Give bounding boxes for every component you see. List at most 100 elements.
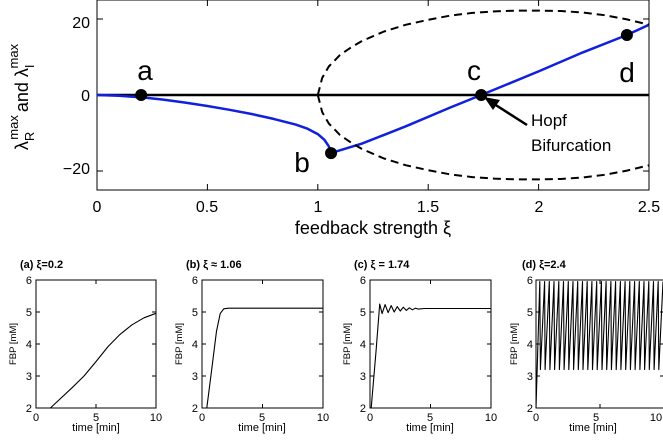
point-label-d: d <box>619 57 635 88</box>
panel-a-xtick-10: 10 <box>150 412 162 424</box>
panel-c-ytick-5: 5 <box>360 307 366 319</box>
panel-c-ylabel: FBP [mM] <box>342 323 353 365</box>
panel-c-frame <box>369 279 492 409</box>
panel-b: (b) ξ ≈ 1.06 FBP [mM] time [min] 2 3 4 5… <box>174 259 329 434</box>
panel-b-ytick-5: 5 <box>192 307 198 319</box>
top-ylabel-sup-r: max <box>6 115 21 140</box>
top-xtick-1: 1 <box>314 199 323 216</box>
panel-b-ytick-3: 3 <box>192 371 198 383</box>
panel-a-xtick-5: 5 <box>93 412 99 424</box>
panel-b-xtick-10: 10 <box>317 412 329 424</box>
panel-a-title: (a) ξ=0.2 <box>20 259 63 271</box>
top-ytick-0: 0 <box>81 88 90 105</box>
panel-a-title-value: =0.2 <box>41 259 63 271</box>
panel-a-ytick-4: 4 <box>26 339 32 351</box>
panel-b-ytick-2: 2 <box>192 403 198 415</box>
panel-b-marks <box>201 279 324 409</box>
top-xtick-1.5: 1.5 <box>417 199 439 216</box>
panel-d-ytick-3: 3 <box>527 371 533 383</box>
panel-d-marks <box>535 279 663 409</box>
panel-d-xtick-0: 0 <box>533 412 539 424</box>
point-label-c: c <box>467 55 481 86</box>
top-xtick-0.5: 0.5 <box>196 199 218 216</box>
top-ylabel-and: and λ <box>12 68 32 112</box>
panel-series-line <box>370 303 491 409</box>
point-marker-a <box>135 89 148 101</box>
panel-c-ytick-3: 3 <box>360 371 366 383</box>
top-xtick-2: 2 <box>535 199 544 216</box>
panel-d-ytick-4: 4 <box>527 339 533 351</box>
panel-c-ytick-6: 6 <box>360 275 366 287</box>
panel-d-ylabel: FBP [mM] <box>509 323 520 365</box>
panel-a-frame <box>35 279 157 409</box>
panel-d-ytick-5: 5 <box>527 307 533 319</box>
panel-d-xtick-10: 10 <box>650 412 662 424</box>
panel-series-line <box>206 307 323 409</box>
panel-d-title: (d) ξ=2.4 <box>522 259 567 271</box>
panel-b-ytick-6: 6 <box>192 275 198 287</box>
top-ylabel-lambda-r: λ <box>12 141 32 150</box>
panel-b-ylabel: FBP [mM] <box>174 323 185 365</box>
panel-c-xlabel: time [min] <box>406 422 454 434</box>
point-marker-b <box>325 147 338 160</box>
panel-a-xlabel: time [min] <box>72 422 120 434</box>
panel-d: (d) ξ=2.4 FBP [mM] time [min] 2 3 4 5 6 … <box>509 259 663 434</box>
panel-a-xtick-0: 0 <box>33 412 39 424</box>
panel-a-title-prefix: (a) ξ <box>20 259 42 271</box>
panel-d-xlabel: time [min] <box>569 422 617 434</box>
panel-b-xlabel: time [min] <box>238 422 286 434</box>
hopf-label-line2: Bifurcation <box>531 136 611 155</box>
panel-b-title: (b) ξ ≈ 1.06 <box>186 259 242 271</box>
panel-a-ytick-5: 5 <box>26 307 32 319</box>
top-xlabel: feedback strength ξ <box>295 218 451 238</box>
panel-d-ytick-6: 6 <box>527 275 533 287</box>
panel-series-line <box>535 281 663 409</box>
top-series-solid <box>97 93 333 154</box>
top-ylabel-sub-r: R <box>22 132 37 141</box>
panel-b-ytick-4: 4 <box>192 339 198 351</box>
top-xtick-2.5: 2.5 <box>638 199 660 216</box>
panel-a-ylabel: FBP [mM] <box>8 323 19 365</box>
panel-a-ytick-6: 6 <box>26 275 32 287</box>
panel-b-frame <box>201 279 324 409</box>
top-ytick-20: 20 <box>72 15 90 32</box>
panel-c-ytick-4: 4 <box>360 339 366 351</box>
panel-a-ytick-3: 3 <box>26 371 32 383</box>
top-ylabel-sub-i: I <box>22 64 37 68</box>
panel-b-title-prefix: (b) ξ <box>186 259 208 271</box>
top-series-dashed <box>316 94 649 181</box>
panel-c-title-prefix: (c) ξ <box>354 259 376 271</box>
point-marker-c <box>475 89 488 101</box>
panel-c: (c) ξ = 1.74 FBP [mM] time [min] 2 3 4 5… <box>342 259 497 434</box>
panel-d-title-value: =2.4 <box>544 259 567 271</box>
top-ylabel-sup-i: max <box>6 43 21 68</box>
panel-d-xtick-5: 5 <box>593 412 599 424</box>
top-ylabel: λRmaxand λImax <box>6 43 37 150</box>
panel-d-ytick-2: 2 <box>527 403 533 415</box>
top-series-dashed <box>316 9 649 96</box>
panel-b-title-value: ≈ 1.06 <box>208 259 242 271</box>
panel-d-title-prefix: (d) ξ <box>522 259 544 271</box>
panel-a: (a) ξ=0.2 FBP [mM] time [min] 2 3 4 5 6 … <box>8 259 162 434</box>
panel-d-frame <box>535 279 663 409</box>
top-ytick-neg20: −20 <box>63 161 90 178</box>
hopf-arrow <box>484 97 528 127</box>
panel-series-line <box>50 312 157 409</box>
top-plot-marks <box>96 0 650 190</box>
point-label-a: a <box>137 55 153 86</box>
panel-c-xtick-0: 0 <box>367 412 373 424</box>
panel-a-ytick-2: 2 <box>26 403 32 415</box>
panel-c-ytick-2: 2 <box>360 403 366 415</box>
panel-b-xtick-5: 5 <box>259 412 265 424</box>
top-chart: 20 0 −20 0 0.5 1 1.5 2 2.5 feedback stre… <box>6 0 660 238</box>
point-label-b: b <box>294 147 310 178</box>
panel-b-xtick-0: 0 <box>199 412 205 424</box>
panel-c-xtick-10: 10 <box>485 412 497 424</box>
panel-a-marks <box>35 279 157 409</box>
panel-c-title: (c) ξ = 1.74 <box>354 259 410 271</box>
top-xtick-0: 0 <box>93 199 102 216</box>
panel-c-marks <box>369 279 492 409</box>
panel-c-xtick-5: 5 <box>427 412 433 424</box>
panel-c-title-value: = 1.74 <box>375 259 410 271</box>
